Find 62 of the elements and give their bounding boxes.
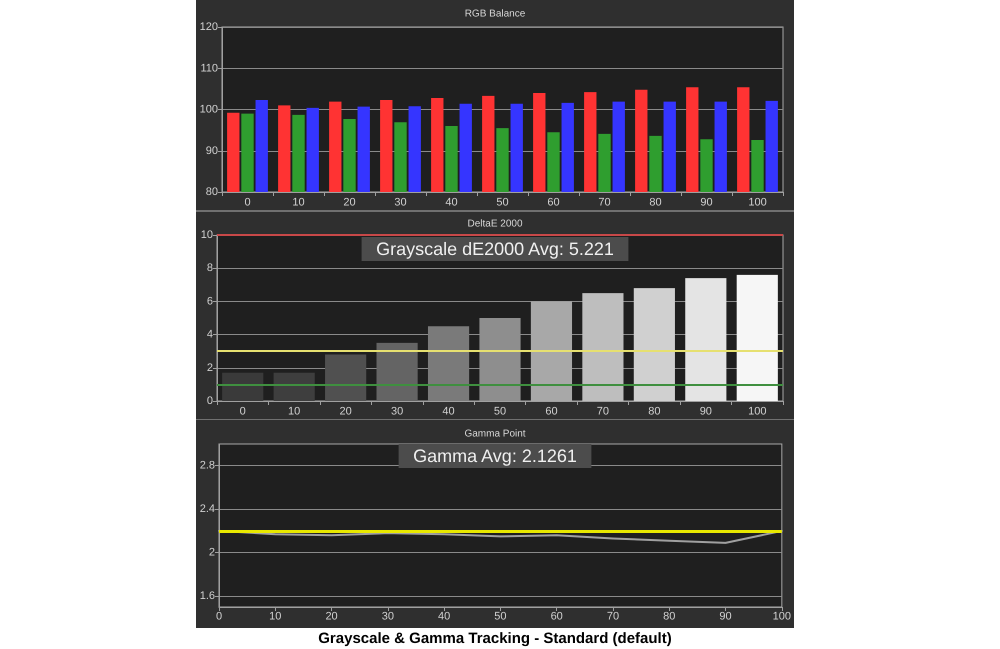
y-tick-label: 4 xyxy=(206,328,213,341)
x-tick-label: 100 xyxy=(748,406,766,418)
chart-title: Gamma Point xyxy=(464,428,526,440)
y-tick-label: 120 xyxy=(200,21,218,33)
x-tick-label: 70 xyxy=(606,610,620,622)
x-tick-label: 40 xyxy=(445,196,458,208)
x-tick-label: 50 xyxy=(496,196,509,208)
x-tick-label: 80 xyxy=(649,196,662,208)
y-tick-label: 110 xyxy=(200,62,218,74)
x-tick-label: 20 xyxy=(325,610,338,622)
y-tick-label: 80 xyxy=(206,186,218,198)
x-tick-label: 30 xyxy=(382,610,394,622)
x-tick-label: 50 xyxy=(494,406,506,418)
x-tick-label: 50 xyxy=(494,610,507,622)
y-tick-label: 6 xyxy=(206,295,213,308)
bar xyxy=(634,288,675,401)
bar xyxy=(325,354,366,401)
x-tick-label: 10 xyxy=(288,406,300,418)
text: Grayscale & Gamma Tracking - Standard (default) xyxy=(317,629,673,649)
y-tick-label: 90 xyxy=(206,144,218,157)
bar xyxy=(685,278,726,401)
x-tick-label: 100 xyxy=(772,610,792,622)
y-tick-label: 0 xyxy=(206,395,213,407)
x-tick-label: 80 xyxy=(648,406,660,418)
y-tick-label: 1.6 xyxy=(200,590,215,602)
bar xyxy=(582,293,624,401)
y-tick-label: 10 xyxy=(200,229,213,241)
x-tick-label: 90 xyxy=(700,406,712,418)
x-tick-label: 60 xyxy=(550,610,563,622)
y-tick-label: 2 xyxy=(208,546,215,559)
annotation: Gamma Avg: 2.1261 xyxy=(413,446,577,466)
y-tick-label: 100 xyxy=(200,104,218,116)
x-tick-label: 20 xyxy=(340,406,352,418)
x-tick-label: 0 xyxy=(244,196,251,208)
bar xyxy=(736,274,778,401)
x-tick-label: 100 xyxy=(748,196,767,208)
x-tick-label: 90 xyxy=(700,196,713,208)
y-tick-label: 2 xyxy=(206,362,213,374)
bar xyxy=(222,372,264,401)
chart-title: DeltaE 2000 xyxy=(467,218,523,230)
y-tick-label: 2.4 xyxy=(200,503,215,516)
x-tick-label: 40 xyxy=(442,406,455,418)
y-tick-label: 8 xyxy=(206,262,213,274)
x-tick-label: 30 xyxy=(394,196,407,208)
bar xyxy=(274,372,315,401)
x-tick-label: 70 xyxy=(598,196,611,208)
x-tick-label: 40 xyxy=(438,610,450,622)
x-tick-label: 90 xyxy=(719,610,732,622)
bar xyxy=(428,326,470,401)
annotation: Grayscale dE2000 Avg: 5.221 xyxy=(376,239,614,259)
x-tick-label: 60 xyxy=(547,196,560,208)
x-tick-label: 70 xyxy=(596,406,610,418)
x-tick-label: 10 xyxy=(269,610,282,622)
x-tick-label: 0 xyxy=(240,406,246,418)
x-tick-label: 80 xyxy=(663,610,676,622)
y-tick-label: 2.8 xyxy=(200,460,215,472)
x-tick-label: 30 xyxy=(390,406,404,418)
chart-title: RGB Balance xyxy=(464,8,526,20)
x-tick-label: 10 xyxy=(292,196,305,208)
bar xyxy=(376,342,418,401)
x-tick-label: 60 xyxy=(545,406,558,418)
x-tick-label: 20 xyxy=(343,196,356,208)
